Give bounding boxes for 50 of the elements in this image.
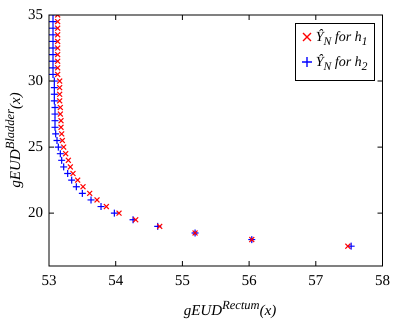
- point: [50, 110, 60, 118]
- point: [56, 150, 64, 158]
- x-tick-label: 57: [308, 272, 324, 289]
- point: [94, 196, 100, 204]
- point: [116, 210, 122, 216]
- legend-label: Ŷ$_{N}$ for h$_{2}$: [316, 54, 368, 73]
- x-tick-label: 54: [108, 272, 124, 289]
- point: [50, 96, 58, 105]
- x-tick-label: 55: [174, 272, 190, 289]
- point: [86, 190, 93, 196]
- point: [128, 216, 138, 224]
- point: [156, 223, 163, 230]
- point: [74, 177, 81, 184]
- point: [52, 136, 62, 145]
- point: [50, 103, 60, 112]
- point: [54, 143, 62, 152]
- point: [78, 189, 86, 198]
- point: [49, 64, 58, 72]
- point: [132, 216, 139, 223]
- y-tick-label: 30: [28, 72, 43, 89]
- y-tick-label: 25: [28, 139, 43, 156]
- y-tick-label: 20: [28, 205, 43, 222]
- point: [49, 70, 58, 79]
- point: [49, 24, 58, 32]
- point: [49, 18, 58, 26]
- legend-label: Ŷ$_{N}$ for h$_{1}$: [316, 30, 368, 48]
- point: [86, 196, 96, 204]
- x-axis-title: gEUD$^{Rectum}$(x): [182, 298, 278, 320]
- point: [50, 90, 58, 98]
- point: [50, 116, 60, 125]
- point: [344, 243, 351, 250]
- point: [49, 57, 58, 66]
- point: [50, 84, 58, 92]
- point: [96, 202, 106, 211]
- x-tick-label: 58: [375, 272, 390, 289]
- point: [52, 130, 60, 138]
- point: [49, 44, 58, 52]
- point: [49, 37, 58, 46]
- point: [50, 123, 60, 132]
- point: [154, 222, 162, 230]
- point: [49, 30, 58, 39]
- point: [72, 182, 80, 191]
- point: [103, 203, 110, 210]
- point: [80, 184, 86, 190]
- point: [110, 209, 118, 218]
- y-tick-label: 35: [28, 6, 43, 23]
- point: [49, 50, 58, 59]
- x-tick-label: 56: [242, 272, 258, 289]
- point: [58, 156, 66, 164]
- x-tick-label: 53: [42, 272, 56, 289]
